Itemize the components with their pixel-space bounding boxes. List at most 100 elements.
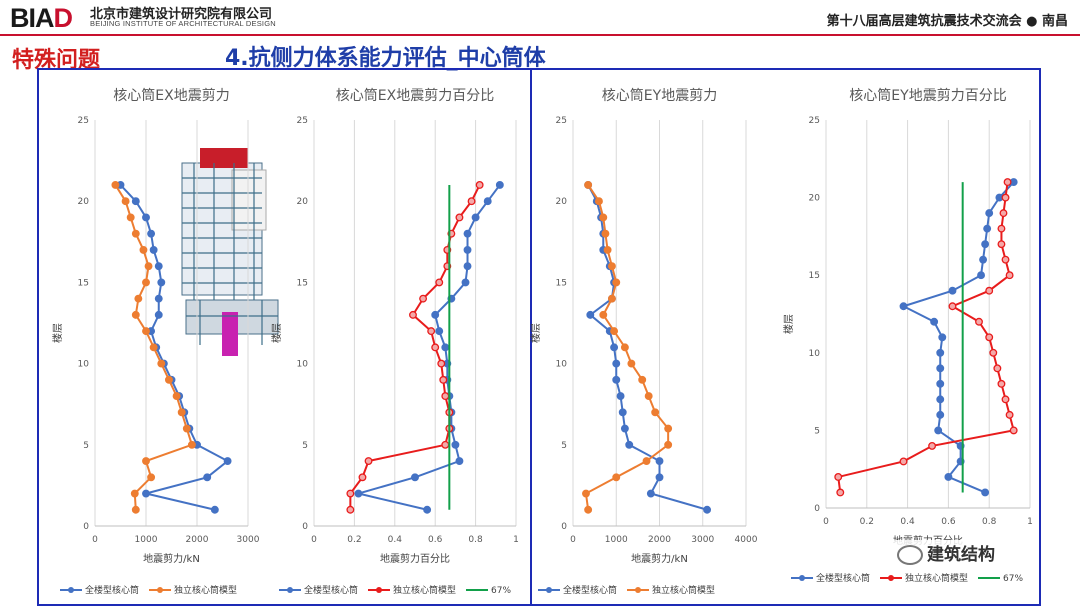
y-tick-label: 20 (556, 197, 568, 207)
x-axis-label: 地震剪力/kN (631, 552, 688, 565)
data-point (139, 245, 148, 254)
data-point (147, 473, 156, 482)
data-point (131, 229, 140, 238)
x-tick-label: 0.2 (347, 535, 361, 545)
data-point (620, 343, 629, 352)
data-point (154, 294, 163, 303)
legend-label: 独立核心筒模型 (905, 572, 968, 584)
data-point (121, 197, 130, 206)
data-point (455, 213, 464, 222)
data-point (584, 181, 593, 189)
data-point (131, 197, 140, 206)
ey-panel-frame (530, 68, 1041, 606)
y-tick-label: 25 (297, 116, 308, 126)
org-name-cn: 北京市建筑设计研究院有限公司 (90, 7, 273, 22)
legend-label: 67% (1003, 574, 1023, 584)
data-point (610, 343, 619, 352)
data-point (455, 457, 464, 465)
data-point (142, 489, 150, 498)
data-point (610, 327, 619, 336)
data-point (618, 408, 627, 417)
data-point (223, 457, 232, 465)
x-axis-label: 地震剪力/kN (143, 552, 200, 565)
y-tick-label: 20 (297, 197, 309, 207)
data-point (655, 457, 664, 465)
x-tick-label: 0.8 (468, 535, 483, 545)
header: BIAD 北京市建筑设计研究院有限公司 BEIJING INSTITUTE OF… (0, 0, 1080, 36)
y-tick-label: 10 (556, 360, 568, 370)
y-tick-label: 0 (302, 522, 308, 532)
data-point (203, 473, 212, 482)
data-point (111, 181, 120, 189)
building-model-figure (181, 148, 279, 356)
legend-marker (635, 587, 641, 593)
data-point (948, 302, 957, 311)
y-tick-label: 5 (814, 426, 820, 436)
y-tick-label: 5 (302, 441, 308, 451)
x-tick-label: 2000 (186, 535, 209, 545)
data-point (142, 213, 150, 222)
data-point (435, 278, 444, 287)
data-point (147, 229, 156, 238)
data-point (495, 181, 504, 189)
x-tick-label: 0.4 (900, 517, 915, 527)
chart-title: 核心筒EX地震剪力百分比 (336, 87, 494, 104)
y-tick-label: 25 (78, 116, 89, 126)
data-point (411, 473, 419, 482)
data-point (451, 440, 460, 449)
data-point (475, 181, 484, 189)
header-divider (0, 34, 1080, 36)
chart-2: 0 0.2 0.4 0.6 0.8 10510152025核心筒EX地震剪力百分比地震剪力… (270, 87, 519, 596)
x-tick-label: 0 (570, 535, 576, 545)
data-point (439, 375, 448, 384)
data-point (612, 473, 621, 482)
data-point (997, 240, 1006, 249)
y-tick-label: 15 (78, 278, 89, 288)
data-point (936, 364, 945, 373)
data-point (427, 327, 436, 336)
data-point (899, 457, 908, 466)
data-point (435, 327, 444, 336)
data-point (157, 359, 166, 368)
data-point (981, 240, 990, 249)
series-line (354, 184, 501, 511)
data-point (899, 302, 908, 311)
data-point (625, 440, 634, 449)
data-point (599, 310, 608, 319)
data-point (126, 213, 135, 222)
data-point (836, 488, 845, 497)
data-point (993, 364, 1002, 373)
data-point (997, 379, 1006, 388)
data-point (461, 278, 470, 287)
chart-title: 核心筒EY地震剪力百分比 (849, 87, 1006, 104)
data-point (664, 424, 673, 433)
legend-marker (546, 587, 552, 593)
chart-legend: 全楼型核心筒 独立核心筒模型 67% (279, 584, 511, 596)
x-tick-label: 2000 (648, 535, 671, 545)
conference-title: 第十八届高层建筑抗震技术交流会 ● 南昌 (826, 14, 1068, 29)
data-point (599, 213, 608, 222)
y-tick-label: 0 (83, 522, 89, 532)
data-point (936, 348, 945, 357)
legend-marker (68, 587, 74, 593)
data-point (936, 410, 945, 419)
y-tick-label: 10 (297, 360, 309, 370)
org-name-en: BEIJING INSTITUTE OF ARCHITECTURAL DESIG… (90, 19, 276, 28)
data-point (642, 457, 651, 465)
data-point (651, 408, 660, 417)
data-point (1009, 426, 1018, 435)
y-axis-label: 楼层 (529, 323, 542, 343)
x-tick-label: 0 (823, 517, 829, 527)
data-point (177, 408, 186, 417)
watermark: 建筑结构 (893, 540, 999, 565)
x-tick-label: 1000 (605, 535, 628, 545)
data-point (586, 310, 595, 319)
data-point (154, 310, 163, 319)
data-point (409, 310, 417, 319)
y-tick-label: 5 (561, 441, 567, 451)
data-point (999, 209, 1008, 218)
data-point (441, 343, 450, 352)
data-point (437, 359, 446, 368)
data-point (346, 505, 355, 514)
